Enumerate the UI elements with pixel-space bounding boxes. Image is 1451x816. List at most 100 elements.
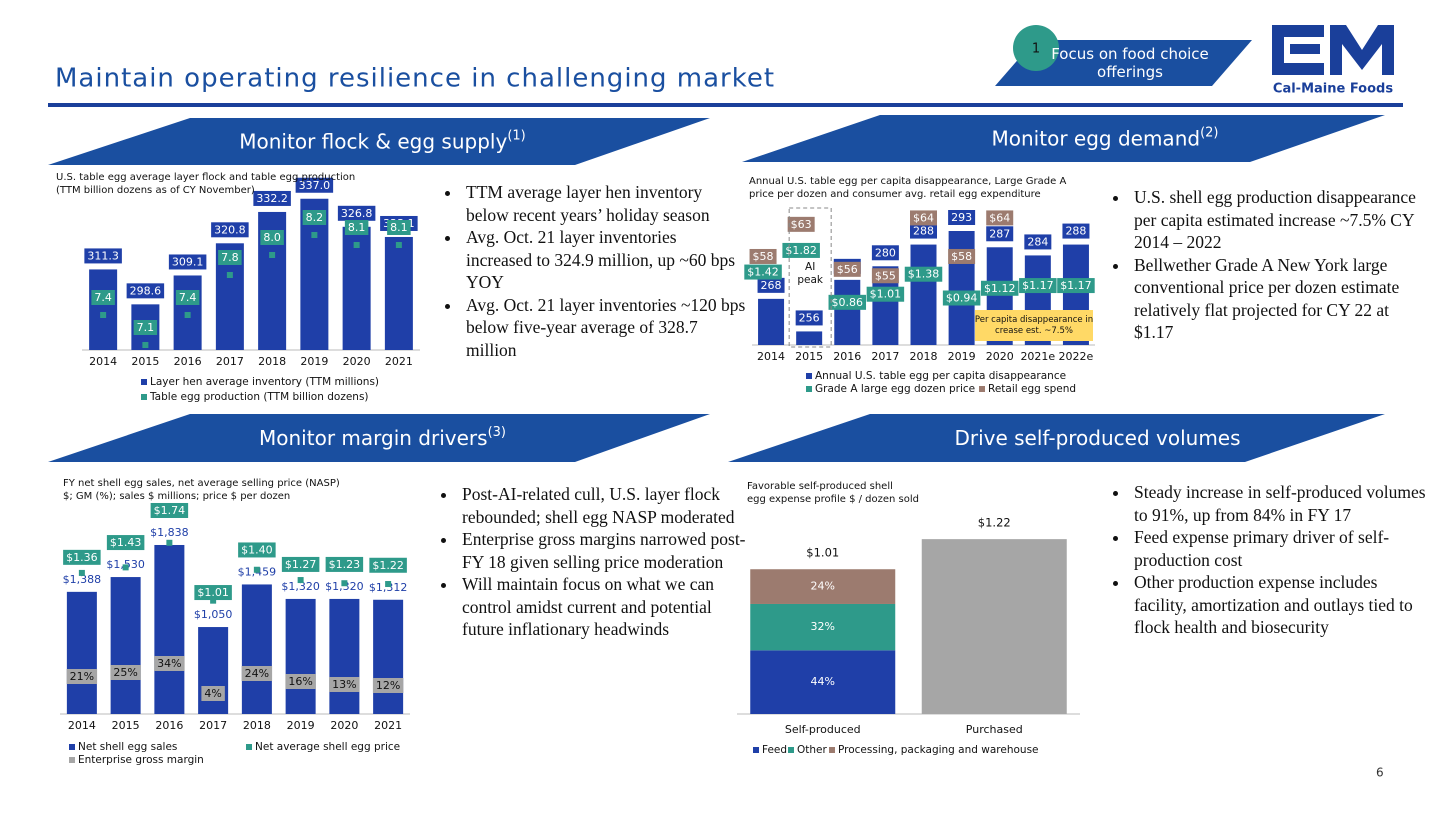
- bullet: U.S. shell egg production disappearance …: [1130, 186, 1420, 254]
- x-tick-label: 2018: [243, 719, 271, 732]
- value-label-box: [133, 320, 158, 335]
- value-label-box: [871, 268, 899, 284]
- bar-label: $1,320: [325, 580, 364, 593]
- header-rule: [48, 103, 1403, 107]
- bar-label: $1,050: [194, 608, 233, 621]
- value-label: $64: [989, 211, 1010, 224]
- x-tick-label: 2022e: [1059, 350, 1094, 363]
- value-label-box: [175, 290, 200, 305]
- x-tick-label: 2016: [174, 355, 202, 368]
- panel-banner: [48, 118, 710, 165]
- bar-segment: [750, 603, 896, 651]
- value-label-box: [980, 280, 1019, 296]
- bar-label: 288: [1065, 225, 1086, 238]
- x-tick-label: 2015: [795, 350, 823, 363]
- value-label-box: [66, 669, 98, 684]
- badge-text: Focus on food choice offerings: [1051, 45, 1209, 81]
- value-label-box: [782, 242, 820, 258]
- x-tick-label: 2020: [343, 355, 371, 368]
- panel-title-text: Monitor margin drivers: [259, 426, 488, 450]
- bullet-list: U.S. shell egg production disappearance …: [1100, 186, 1420, 344]
- panel-note: (2): [1200, 125, 1218, 140]
- marker: [78, 569, 85, 576]
- bar-label: 337.0: [299, 179, 331, 192]
- annotation-box: [975, 310, 1093, 341]
- x-tick-label: 2021e: [1020, 350, 1055, 363]
- panel-banner: [48, 414, 710, 462]
- value-label-box: [91, 290, 115, 305]
- chart-title-line: Annual U.S. table egg per capita disappe…: [749, 176, 1067, 200]
- value-label-box: [150, 502, 189, 518]
- bar-label-box: [986, 226, 1014, 242]
- bar-label-box: [1024, 234, 1052, 250]
- bar: [384, 236, 413, 350]
- bar-segment: [750, 650, 896, 714]
- legend-label: Net shell egg sales: [78, 741, 177, 753]
- value-label: $1.43: [110, 536, 142, 549]
- marker: [122, 564, 129, 571]
- value-label: $58: [753, 250, 774, 263]
- bullet-list: Steady increase in self-produced volumes…: [1100, 481, 1430, 639]
- bullet: TTM average layer hen inventory below re…: [462, 181, 747, 226]
- marker: [311, 232, 318, 238]
- marker: [385, 581, 392, 588]
- bar: [66, 591, 97, 714]
- x-tick-label: Self-produced: [785, 723, 861, 736]
- x-tick-label: 2021: [385, 355, 413, 368]
- value-label-box: [787, 216, 815, 232]
- value-label-box: [986, 210, 1014, 226]
- marker: [395, 242, 402, 248]
- marker: [142, 342, 149, 348]
- value-label: $1.17: [1022, 279, 1054, 292]
- legend-label: Annual U.S. table egg per capita disappe…: [815, 370, 1066, 382]
- value-label: $1.38: [908, 268, 940, 281]
- legend-swatch: [141, 394, 147, 400]
- value-label: 16%: [288, 675, 312, 688]
- bar-label: 280: [875, 246, 896, 259]
- value-label: 7.1: [137, 321, 155, 334]
- panel-title: Monitor egg demand(2): [992, 125, 1219, 150]
- legend-label: Layer hen average inventory (TTM million…: [150, 376, 379, 388]
- marker: [341, 580, 348, 587]
- value-label: 34%: [157, 657, 181, 670]
- x-tick-label: 2014: [68, 719, 96, 732]
- bar-label: 256: [799, 311, 820, 324]
- value-label-box: [910, 210, 937, 226]
- x-tick-label: 2017: [871, 350, 899, 363]
- bar-label-box: [910, 223, 937, 239]
- annotation-line: peak: [797, 274, 824, 286]
- value-label-box: [285, 674, 316, 689]
- value-label-box: [749, 248, 777, 264]
- bullet-list: TTM average layer hen inventory below re…: [432, 181, 747, 361]
- marker: [184, 312, 191, 318]
- value-label-box: [194, 585, 232, 601]
- badge-number: 1: [1032, 42, 1040, 57]
- bar: [285, 598, 316, 714]
- legend-swatch: [246, 744, 252, 750]
- bar-label-box: [84, 248, 122, 264]
- x-tick-label: 2014: [757, 350, 785, 363]
- annotation: Per capita disappearance in crease est. ~…: [975, 315, 1093, 336]
- bullet-list: Post-AI-related cull, U.S. layer flock r…: [428, 483, 748, 641]
- chart-title: Annual U.S. table egg per capita disappe…: [749, 176, 1089, 201]
- x-tick-label: 2018: [910, 350, 938, 363]
- slide-title: Maintain operating resilience in challen…: [55, 64, 775, 94]
- annotation-line: crease est. ~7.5%: [995, 326, 1073, 336]
- value-label-box: [106, 535, 145, 551]
- value-label: $0.94: [946, 292, 978, 305]
- value-label: $1.74: [154, 504, 186, 517]
- value-label: 7.4: [179, 291, 197, 304]
- bar: [110, 577, 141, 714]
- marker: [353, 242, 360, 248]
- bullet: Post-AI-related cull, U.S. layer flock r…: [458, 483, 748, 528]
- bar-label: 332.2: [256, 192, 288, 205]
- bar: [921, 539, 1067, 714]
- marker: [210, 597, 217, 604]
- marker: [166, 539, 173, 546]
- marker: [269, 252, 276, 258]
- panel-title-text: Monitor egg demand: [992, 126, 1201, 150]
- legend-label: Feed: [762, 744, 787, 756]
- x-tick-label: 2017: [216, 355, 244, 368]
- bar-label-box: [757, 277, 785, 293]
- bar-label-box: [337, 205, 376, 221]
